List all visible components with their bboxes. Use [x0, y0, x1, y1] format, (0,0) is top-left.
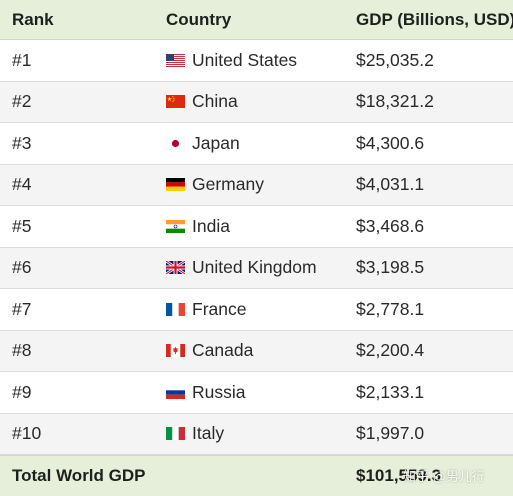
rank-cell: #10 — [12, 423, 42, 444]
rank-cell: #8 — [12, 340, 32, 361]
table-header: Rank Country GDP (Billions, USD) — [0, 0, 513, 40]
india-flag-icon — [166, 219, 185, 233]
country-name: Canada — [192, 340, 254, 361]
rank-cell: #2 — [12, 91, 32, 112]
gdp-cell: $18,321.2 — [356, 91, 434, 112]
rank-cell: #1 — [12, 49, 32, 70]
gdp-cell: $4,300.6 — [356, 132, 425, 153]
canada-flag-icon — [166, 344, 185, 358]
table-row: #5 India $3,468.6 — [0, 206, 513, 248]
country-name: France — [192, 298, 247, 319]
watermark-text: 知乎 @男儿行 — [403, 469, 485, 484]
rank-cell: #4 — [12, 174, 32, 195]
country-cell: Canada — [166, 331, 253, 372]
gdp-cell: $1,997.0 — [356, 423, 425, 444]
gdp-cell: $2,200.4 — [356, 340, 425, 361]
japan-flag-icon — [166, 136, 185, 150]
rank-cell: #3 — [12, 132, 32, 153]
table-row: #10 Italy $1,997.0 — [0, 413, 513, 455]
gdp-cell: $3,468.6 — [356, 215, 425, 236]
table-row: #1 United States $25,035.2 — [0, 40, 513, 82]
gdp-column-header: GDP (Billions, USD) — [356, 9, 513, 29]
country-name: China — [192, 91, 238, 112]
total-value: $101,559.3 — [356, 466, 442, 485]
country-cell: China — [166, 82, 238, 123]
gdp-cell: $3,198.5 — [356, 257, 425, 278]
gdp-cell: $2,133.1 — [356, 381, 425, 402]
country-name: India — [192, 215, 230, 236]
table-row: #7 France $2,778.1 — [0, 289, 513, 331]
rank-cell: #7 — [12, 298, 32, 319]
germany-flag-icon — [166, 178, 185, 192]
italy-flag-icon — [166, 427, 185, 441]
rank-cell: #5 — [12, 215, 32, 236]
country-cell: India — [166, 206, 230, 247]
country-cell: United Kingdom — [166, 248, 317, 289]
country-cell: Italy — [166, 414, 224, 455]
country-cell: Germany — [166, 165, 264, 206]
country-name: Italy — [192, 423, 225, 444]
us-flag-icon — [166, 53, 185, 67]
country-cell: France — [166, 289, 246, 330]
rank-cell: #9 — [12, 381, 32, 402]
table-row: #9 Russia $2,133.1 — [0, 372, 513, 414]
country-cell: United States — [166, 40, 297, 81]
country-name: United States — [192, 49, 298, 70]
table-row: #8 Canada $2,200.4 — [0, 330, 513, 372]
china-flag-icon — [166, 95, 185, 109]
total-label: Total World GDP — [12, 466, 146, 485]
rank-cell: #6 — [12, 257, 32, 278]
country-name: Russia — [192, 381, 246, 402]
table-row: #3 Japan $4,300.6 — [0, 123, 513, 165]
country-cell: Japan — [166, 123, 240, 164]
total-row: Total World GDP $101,559.3 — [0, 455, 513, 496]
gdp-cell: $25,035.2 — [356, 49, 434, 70]
uk-flag-icon — [166, 261, 185, 275]
country-cell: Russia — [166, 372, 246, 413]
table-row: #4 Germany $4,031.1 — [0, 164, 513, 206]
russia-flag-icon — [166, 385, 185, 399]
country-name: Germany — [192, 174, 264, 195]
gdp-cell: $4,031.1 — [356, 174, 425, 195]
table-row: #6 United Kingdom $3,198.5 — [0, 247, 513, 289]
gdp-cell: $2,778.1 — [356, 298, 425, 319]
country-name: Japan — [192, 132, 240, 153]
france-flag-icon — [166, 302, 185, 316]
table-row: #2 China $18,321.2 — [0, 81, 513, 123]
rank-column-header: Rank — [12, 9, 54, 29]
country-column-header: Country — [166, 9, 232, 29]
country-name: United Kingdom — [192, 257, 317, 278]
